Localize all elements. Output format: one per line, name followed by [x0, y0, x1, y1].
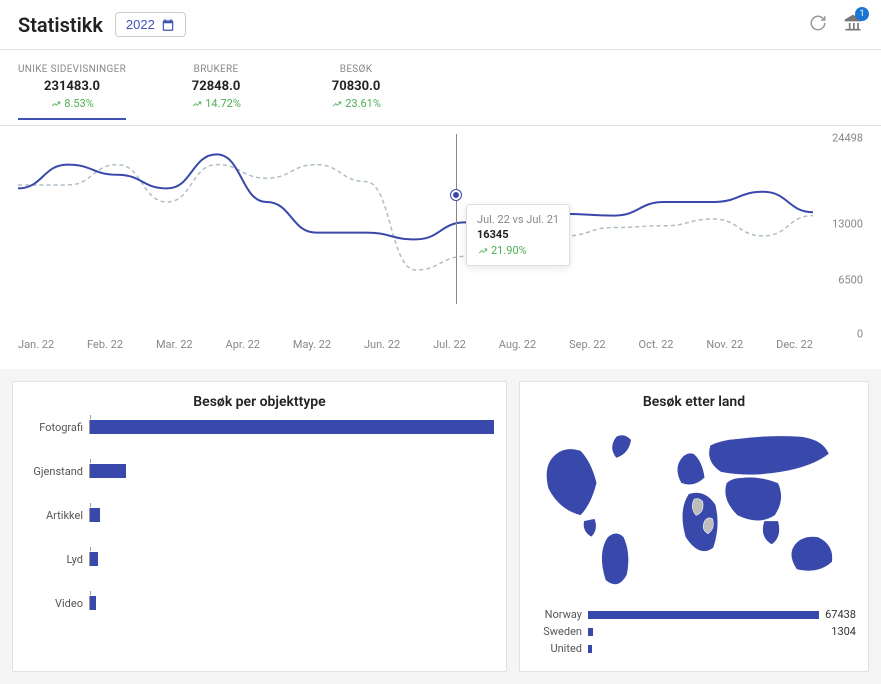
metric-value: 231483.0 — [18, 79, 126, 94]
chart-marker-line — [456, 134, 457, 304]
object-type-title: Besøk per objekttype — [25, 394, 494, 410]
metrics-row: UNIKE SIDEVISNINGER 231483.0 8.53% BRUKE… — [0, 50, 881, 126]
hbar-label: Lyd — [29, 553, 89, 566]
y-axis-labels: 244981300065000 — [813, 134, 863, 334]
calendar-icon — [161, 18, 175, 32]
country-row: Norway 67438 — [532, 608, 856, 621]
hbar-fill — [90, 508, 100, 522]
world-map — [532, 420, 856, 600]
year-label: 2022 — [126, 17, 155, 32]
trend-up-icon — [477, 246, 489, 256]
badge-count: 1 — [855, 7, 869, 21]
trend-up-icon — [50, 99, 62, 109]
x-tick-label: Dec. 22 — [776, 338, 813, 351]
header: Statistikk 2022 1 — [0, 0, 881, 50]
metric-label: BESØK — [306, 64, 406, 75]
chart-marker-dot — [451, 190, 461, 200]
metric-tab[interactable]: UNIKE SIDEVISNINGER 231483.0 8.53% — [18, 64, 126, 120]
x-tick-label: May. 22 — [293, 338, 331, 351]
metric-change: 8.53% — [18, 97, 126, 110]
hbar-track — [89, 420, 494, 434]
line-chart — [18, 134, 813, 304]
country-name: United — [532, 642, 582, 655]
hbar-fill — [90, 596, 96, 610]
refresh-button[interactable] — [809, 14, 827, 36]
country-panel: Besøk etter land Norway 67438 Sweden 130… — [519, 381, 869, 672]
country-bar-track — [588, 645, 850, 653]
hbar-label: Video — [29, 597, 89, 610]
country-bar-fill — [588, 611, 819, 619]
tooltip-value: 16345 — [477, 228, 559, 241]
x-tick-label: Jun. 22 — [364, 338, 400, 351]
hbar-chart: Fotografi Gjenstand Artikkel Lyd Video — [25, 420, 494, 610]
country-name: Norway — [532, 608, 582, 621]
x-axis-labels: Jan. 22 Feb. 22 Mar. 22 Apr. 22 May. 22 Jun. … — [18, 338, 863, 351]
country-title: Besøk etter land — [532, 394, 856, 410]
hbar-fill — [90, 464, 126, 478]
page-title: Statistikk — [18, 13, 103, 37]
country-name: Sweden — [532, 625, 582, 638]
x-tick-label: Mar. 22 — [156, 338, 193, 351]
country-bar-fill — [588, 645, 592, 653]
metric-label: UNIKE SIDEVISNINGER — [18, 64, 126, 75]
metric-tab[interactable]: BESØK 70830.0 23.61% — [306, 64, 406, 119]
hbar-row: Video — [29, 596, 494, 610]
country-value: 1304 — [831, 625, 856, 638]
line-chart-container: 24498 13000 6500 0 Jul. 22 vs Jul. 21 16345… — [0, 126, 881, 369]
country-bar-track — [588, 611, 819, 619]
hbar-row: Gjenstand — [29, 464, 494, 478]
country-value: 67438 — [825, 608, 856, 621]
x-tick-label: Sep. 22 — [569, 338, 606, 351]
x-tick-label: Oct. 22 — [639, 338, 674, 351]
metric-value: 70830.0 — [306, 79, 406, 94]
hbar-row: Lyd — [29, 552, 494, 566]
y-tick-label: 24498 — [832, 132, 863, 145]
country-bar-track — [588, 628, 825, 636]
hbar-fill — [90, 420, 494, 434]
hbar-fill — [90, 552, 98, 566]
hbar-track — [89, 508, 494, 522]
hbar-track — [89, 464, 494, 478]
metric-change: 23.61% — [306, 97, 406, 110]
y-tick-label: 6500 — [838, 274, 863, 287]
hbar-track — [89, 596, 494, 610]
tooltip-change: 21.90% — [477, 244, 559, 257]
trend-up-icon — [331, 99, 343, 109]
x-tick-label: Apr. 22 — [226, 338, 260, 351]
tooltip-title: Jul. 22 vs Jul. 21 — [477, 213, 559, 226]
refresh-icon — [809, 14, 827, 32]
hbar-row: Fotografi — [29, 420, 494, 434]
metric-value: 72848.0 — [166, 79, 266, 94]
hbar-row: Artikkel — [29, 508, 494, 522]
x-tick-label: Jul. 22 — [433, 338, 466, 351]
country-row: Sweden 1304 — [532, 625, 856, 638]
hbar-label: Artikkel — [29, 509, 89, 522]
hbar-label: Fotografi — [29, 421, 89, 434]
hbar-label: Gjenstand — [29, 465, 89, 478]
museum-button[interactable]: 1 — [843, 13, 863, 37]
y-tick-label: 0 — [857, 328, 863, 341]
object-type-panel: Besøk per objekttype Fotografi Gjenstand… — [12, 381, 507, 672]
year-picker-button[interactable]: 2022 — [115, 12, 186, 37]
country-bar-fill — [588, 628, 593, 636]
metric-tab[interactable]: BRUKERE 72848.0 14.72% — [166, 64, 266, 119]
x-tick-label: Feb. 22 — [87, 338, 123, 351]
y-tick-label: 13000 — [832, 218, 863, 231]
x-tick-label: Aug. 22 — [499, 338, 536, 351]
metric-change: 14.72% — [166, 97, 266, 110]
x-tick-label: Nov. 22 — [706, 338, 743, 351]
country-row: United — [532, 642, 856, 655]
trend-up-icon — [191, 99, 203, 109]
chart-tooltip: Jul. 22 vs Jul. 21 16345 21.90% — [466, 204, 570, 266]
x-tick-label: Jan. 22 — [18, 338, 54, 351]
metric-label: BRUKERE — [166, 64, 266, 75]
hbar-track — [89, 552, 494, 566]
